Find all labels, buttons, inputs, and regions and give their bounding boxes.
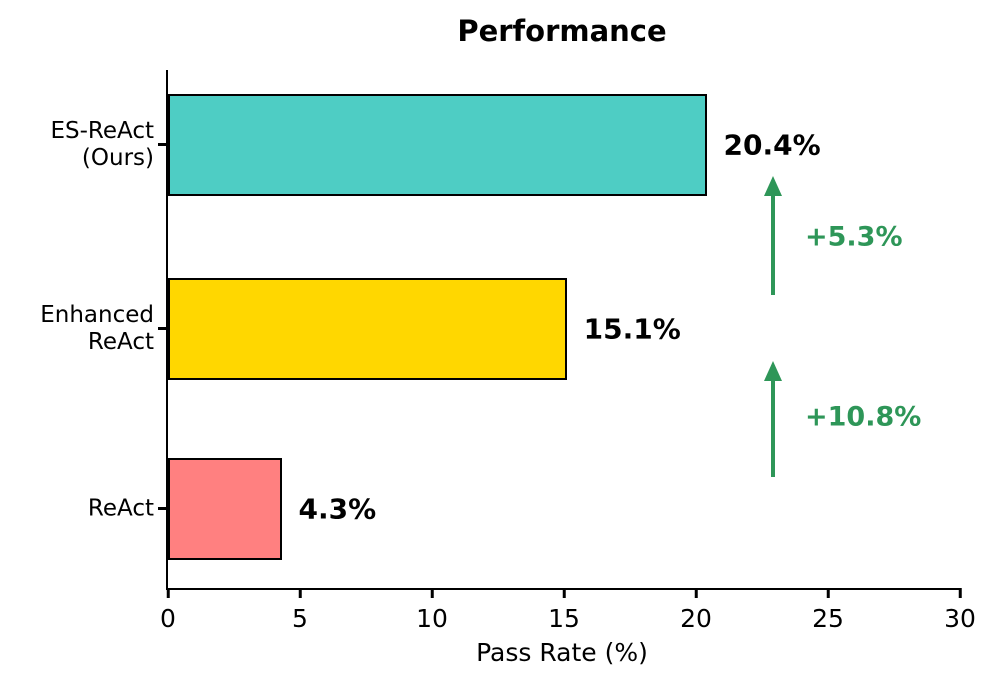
x-tick-mark-5 (298, 588, 302, 598)
gain-annotation-1: +5.3% (805, 221, 903, 253)
y-category-label-line: ReAct (87, 328, 154, 355)
x-tick-label-0: 0 (160, 604, 176, 633)
value-label-es-react-ours: 20.4% (723, 128, 821, 161)
bar-es-react-ours (168, 93, 707, 196)
bar-react (168, 457, 282, 560)
y-category-label-line: Enhanced (40, 301, 154, 328)
value-label-enhanced-react: 15.1% (583, 312, 681, 345)
x-tick-label-5: 5 (292, 604, 308, 633)
up-arrow-icon (764, 361, 782, 477)
up-arrow-shaft (770, 192, 776, 295)
up-arrow-icon (764, 176, 782, 295)
y-tick-mark-es-react-ours (158, 143, 168, 146)
bar-enhanced-react (168, 277, 567, 380)
x-axis-label: Pass Rate (%) (476, 638, 648, 667)
y-category-label-line: (Ours) (81, 144, 154, 171)
x-tick-mark-10 (430, 588, 434, 598)
x-tick-mark-20 (694, 588, 698, 598)
y-category-label-react: ReAct (4, 495, 154, 522)
x-tick-mark-30 (958, 588, 962, 598)
up-arrow-head (764, 361, 782, 381)
plot-area: ES-ReAct (Ours) 20.4% Enhanced ReAct 15.1% ReA… (40, 70, 976, 633)
x-tick-mark-25 (826, 588, 830, 598)
y-category-label-line: ES-ReAct (50, 117, 154, 144)
gain-annotation-2: +10.8% (805, 401, 922, 433)
chart-title: Performance (457, 14, 667, 48)
y-category-label-line: ReAct (87, 494, 154, 521)
x-tick-mark-0 (166, 588, 170, 598)
y-category-label-enhanced-react: Enhanced ReAct (4, 301, 154, 355)
y-tick-mark-react (158, 507, 168, 510)
x-tick-label-20: 20 (680, 604, 712, 633)
up-arrow-shaft (770, 377, 776, 477)
x-tick-label-15: 15 (548, 604, 580, 633)
value-label-react: 4.3% (298, 492, 377, 525)
y-category-label-es-react-ours: ES-ReAct (Ours) (4, 117, 154, 171)
x-tick-label-25: 25 (812, 604, 844, 633)
up-arrow-head (764, 176, 782, 196)
x-tick-label-30: 30 (944, 604, 976, 633)
x-tick-mark-15 (562, 588, 566, 598)
y-tick-mark-enhanced-react (158, 327, 168, 330)
x-tick-label-10: 10 (416, 604, 448, 633)
